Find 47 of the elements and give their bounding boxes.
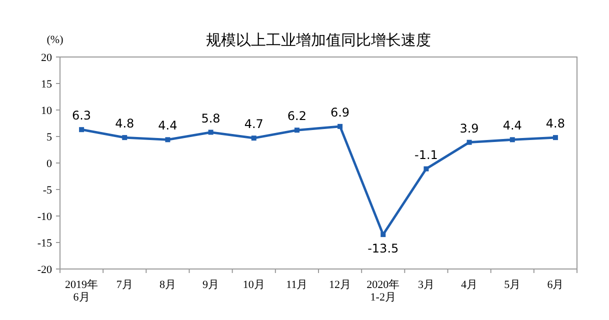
data-label: -13.5 [368,242,399,256]
y-tick-label: -20 [37,264,52,276]
point [338,124,343,129]
data-label: 5.8 [201,111,220,126]
y-tick-label: 0 [46,158,52,170]
data-label: -1.1 [414,148,438,162]
x-tick-label: 7月 [116,279,133,291]
y-tick-label: 5 [46,132,52,144]
x-tick-label: 5月 [504,279,521,291]
data-label: 3.9 [460,121,479,136]
data-label: 6.9 [330,105,350,120]
data-label: 4.7 [244,117,264,132]
data-label: 6.3 [72,108,92,123]
y-tick-label: -5 [42,184,52,196]
x-tick-label: 4月 [461,279,478,291]
y-axis-title: (%) [46,34,64,46]
point [552,135,558,140]
point [208,130,214,135]
point [165,137,170,142]
x-tick-label: 2020年 1-2月 [366,279,400,304]
y-tick-label: -10 [37,211,52,223]
y-tick-label: 10 [41,105,52,117]
point [380,232,386,238]
data-label: 4.4 [502,118,522,133]
x-tick-label: 11月 [286,279,308,291]
x-tick-label: 12月 [329,279,352,291]
data-label: 6.2 [287,109,307,124]
x-tick-label: 6月 [547,279,564,291]
point [79,127,84,132]
point [251,136,256,141]
x-tick-label: 9月 [202,279,220,291]
x-tick-label: 8月 [159,279,176,291]
data-label: 4.4 [158,118,178,133]
chart-title: 规模以上工业增加值同比增长速度 [206,31,431,49]
x-tick-label: 3月 [418,279,434,291]
y-tick-label: 15 [41,78,52,90]
data-label: 4.8 [115,116,134,131]
point [510,137,515,142]
y-tick-label: 20 [41,52,52,64]
x-tick-label: 10月 [242,279,265,291]
y-tick-label: -15 [37,238,52,250]
point [294,128,300,133]
point [424,166,429,172]
x-tick-label: 2019年 6月 [65,279,98,304]
data-label: 4.8 [546,116,566,131]
point [122,135,128,140]
point [466,140,472,145]
